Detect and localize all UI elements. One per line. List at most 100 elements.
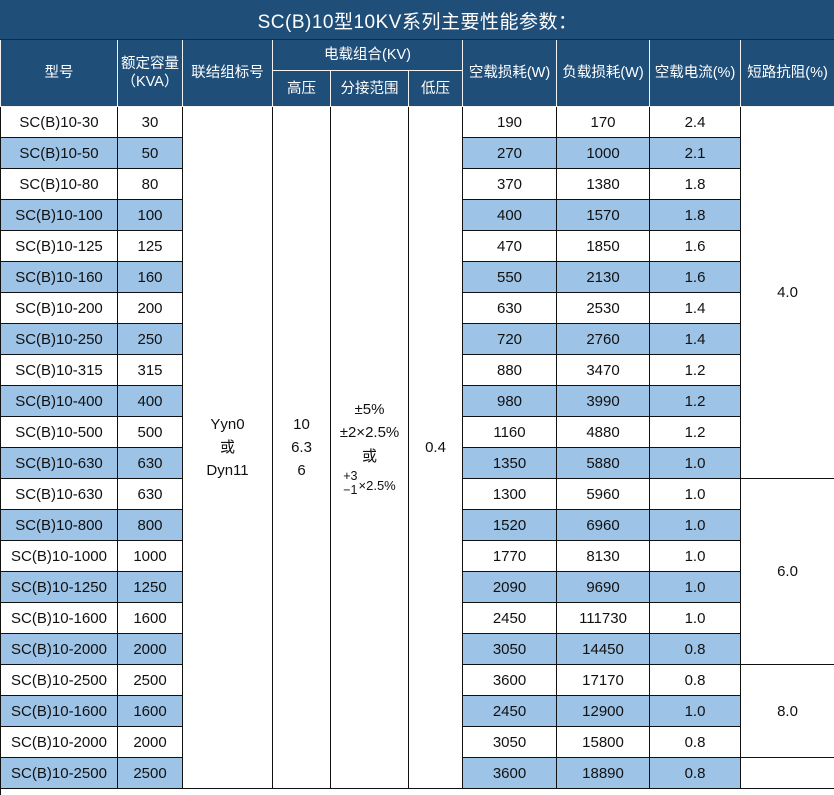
tap-range-line-2: ±2×2.5% xyxy=(339,424,400,442)
cell-no-load-loss: 3050 xyxy=(462,633,557,665)
cell-model: SC(B)10-2000 xyxy=(0,726,118,758)
cell-model: SC(B)10-2500 xyxy=(0,757,118,789)
cell-short-circuit-impedance: 4.0 xyxy=(739,106,834,479)
cell-no-load-current: 1.0 xyxy=(649,478,741,510)
cell-rated-capacity: 500 xyxy=(117,416,183,448)
cell-no-load-loss: 370 xyxy=(462,168,557,200)
cell-no-load-loss: 1770 xyxy=(462,540,557,572)
cell-load-loss: 1000 xyxy=(556,137,650,169)
table-row: SC(B)10-630 630 1300 5960 1.0 6.0 xyxy=(0,478,834,665)
table-row: SC(B)10-250 250 720 2760 1.4 xyxy=(0,323,834,355)
cell-no-load-loss: 190 xyxy=(462,106,557,138)
cell-model: SC(B)10-50 xyxy=(0,137,118,169)
cell-no-load-loss: 1300 xyxy=(462,478,557,510)
cell-no-load-loss: 1350 xyxy=(462,447,557,479)
cell-rated-capacity: 2500 xyxy=(117,757,183,789)
footer-note: 注：因产品不断改进，本样本提供的数据仅供参考；若需取得最新尺寸，请及时与本公司联… xyxy=(0,788,834,795)
header-no-load-current: 空载电流(%) xyxy=(649,39,741,107)
cell-rated-capacity: 30 xyxy=(117,106,183,138)
header-tap-range: 分接范围 xyxy=(330,70,409,107)
cell-no-load-loss: 1520 xyxy=(462,509,557,541)
cell-tap-range: ±5% ±2×2.5% 或 +3 −1 ×2.5% xyxy=(330,106,409,789)
cell-load-loss: 170 xyxy=(556,106,650,138)
header-rated-capacity: 额定容量 （KVA） xyxy=(117,39,183,107)
connection-line-3: Dyn11 xyxy=(206,462,249,480)
cell-rated-capacity: 50 xyxy=(117,137,183,169)
cell-rated-capacity: 250 xyxy=(117,323,183,355)
tap-fraction-bottom: −1 xyxy=(343,482,358,497)
cell-load-loss: 4880 xyxy=(556,416,650,448)
cell-no-load-current: 1.0 xyxy=(649,695,741,727)
table-row: SC(B)10-160 160 550 2130 1.6 xyxy=(0,261,834,293)
cell-no-load-current: 2.4 xyxy=(649,106,741,138)
high-voltage-line-3: 6 xyxy=(297,462,306,480)
cell-no-load-current: 0.8 xyxy=(649,726,741,758)
cell-rated-capacity: 400 xyxy=(117,385,183,417)
cell-rated-capacity: 800 xyxy=(117,509,183,541)
table-row: SC(B)10-1600 1600 2450 12900 1.0 xyxy=(0,695,834,727)
cell-short-circuit-impedance: 6.0 xyxy=(739,478,834,665)
cell-model: SC(B)10-1600 xyxy=(0,695,118,727)
table-row: SC(B)10-2000 2000 3050 14450 0.8 xyxy=(0,633,834,665)
tap-range-line-3: 或 xyxy=(361,447,377,465)
cell-load-loss: 17170 xyxy=(556,664,650,696)
table-row: SC(B)10-80 80 370 1380 1.8 xyxy=(0,168,834,200)
cell-high-voltage: 10 6.3 6 xyxy=(272,106,331,789)
cell-no-load-loss: 400 xyxy=(462,199,557,231)
cell-rated-capacity: 315 xyxy=(117,354,183,386)
cell-rated-capacity: 1600 xyxy=(117,602,183,634)
cell-load-loss: 9690 xyxy=(556,571,650,603)
header-high-voltage: 高压 xyxy=(272,70,331,107)
cell-rated-capacity: 630 xyxy=(117,478,183,510)
cell-no-load-loss: 470 xyxy=(462,230,557,262)
cell-rated-capacity: 200 xyxy=(117,292,183,324)
cell-no-load-current: 0.8 xyxy=(649,664,741,696)
cell-no-load-current: 1.2 xyxy=(649,354,741,386)
cell-no-load-current: 1.0 xyxy=(649,602,741,634)
table-row: SC(B)10-125 125 470 1850 1.6 xyxy=(0,230,834,262)
tap-range-fraction: +3 −1 ×2.5% xyxy=(331,469,408,497)
cell-rated-capacity: 2000 xyxy=(117,726,183,758)
cell-no-load-current: 0.8 xyxy=(649,757,741,789)
cell-no-load-loss: 980 xyxy=(462,385,557,417)
table-row: SC(B)10-30 30 Yyn0 或 Dyn11 10 6.3 6 ±5% ±2×2.5% 或 +… xyxy=(0,106,834,789)
cell-load-loss: 1380 xyxy=(556,168,650,200)
header-load-loss: 负载损耗(W) xyxy=(556,39,650,107)
table-row: SC(B)10-50 50 270 1000 2.1 xyxy=(0,137,834,169)
cell-no-load-current: 1.6 xyxy=(649,261,741,293)
cell-load-loss: 18890 xyxy=(556,757,650,789)
table-row: SC(B)10-1000 1000 1770 8130 1.0 xyxy=(0,540,834,572)
footer-note-row: 注：因产品不断改进，本样本提供的数据仅供参考；若需取得最新尺寸，请及时与本公司联… xyxy=(0,788,834,795)
cell-load-loss: 3990 xyxy=(556,385,650,417)
cell-no-load-current: 0.8 xyxy=(649,633,741,665)
table-row: SC(B)10-200 200 630 2530 1.4 xyxy=(0,292,834,324)
header-rated-capacity-line1: 额定容量 xyxy=(121,55,179,72)
header-no-load-loss: 空载损耗(W) xyxy=(462,39,557,107)
cell-load-loss: 14450 xyxy=(556,633,650,665)
header-row-primary: 型号 额定容量 （KVA） 联结组标号 电载组合(KV) 空载损耗(W) 负载损… xyxy=(0,38,834,107)
cell-no-load-current: 1.0 xyxy=(649,447,741,479)
cell-no-load-loss: 1160 xyxy=(462,416,557,448)
cell-model: SC(B)10-2000 xyxy=(0,633,118,665)
cell-low-voltage: 0.4 xyxy=(408,106,463,789)
cell-model: SC(B)10-80 xyxy=(0,168,118,200)
cell-no-load-loss: 720 xyxy=(462,323,557,355)
cell-model: SC(B)10-250 xyxy=(0,323,118,355)
cell-no-load-current: 1.0 xyxy=(649,571,741,603)
cell-rated-capacity: 80 xyxy=(117,168,183,200)
cell-load-loss: 2760 xyxy=(556,323,650,355)
cell-no-load-loss: 270 xyxy=(462,137,557,169)
table-title-row: SC(B)10型10KV系列主要性能参数： xyxy=(0,0,834,40)
cell-no-load-current: 1.4 xyxy=(649,323,741,355)
header-rated-capacity-line2: （KVA） xyxy=(121,74,179,90)
page-title: SC(B)10型10KV系列主要性能参数： xyxy=(0,0,834,40)
cell-load-loss: 15800 xyxy=(556,726,650,758)
tap-range-line-1: ±5% xyxy=(354,401,385,419)
cell-no-load-current: 1.8 xyxy=(649,168,741,200)
header-model: 型号 xyxy=(0,39,118,107)
header-low-voltage: 低压 xyxy=(408,70,463,107)
cell-load-loss: 1570 xyxy=(556,199,650,231)
cell-model: SC(B)10-1000 xyxy=(0,540,118,572)
